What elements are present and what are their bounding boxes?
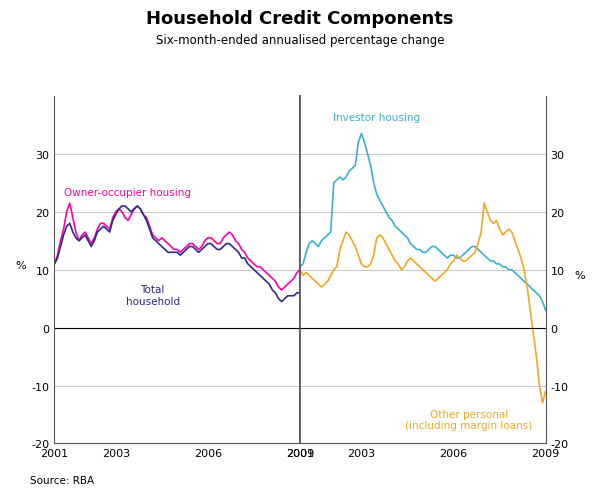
Y-axis label: %: % bbox=[15, 260, 26, 270]
Text: Other personal
(including margin loans): Other personal (including margin loans) bbox=[405, 409, 532, 430]
Text: Total
household: Total household bbox=[125, 285, 180, 306]
Text: Six-month-ended annualised percentage change: Six-month-ended annualised percentage ch… bbox=[156, 34, 444, 47]
Text: Household Credit Components: Household Credit Components bbox=[146, 10, 454, 28]
Y-axis label: %: % bbox=[574, 270, 585, 280]
Text: Owner-occupier housing: Owner-occupier housing bbox=[64, 188, 191, 198]
Text: Investor housing: Investor housing bbox=[333, 113, 421, 122]
Text: Source: RBA: Source: RBA bbox=[30, 475, 94, 485]
